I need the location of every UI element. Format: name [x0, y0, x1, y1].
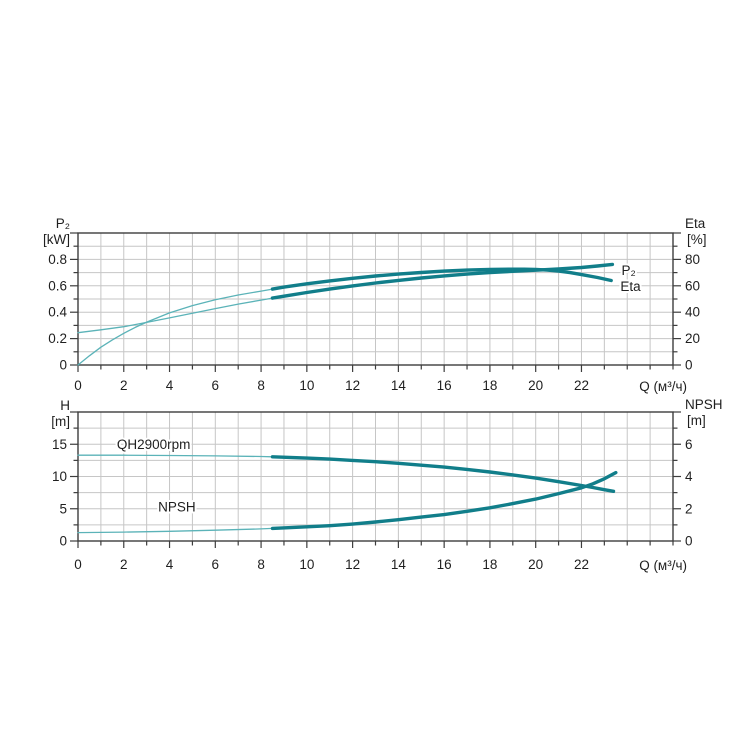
- x-axis-title: Q (м³/ч): [639, 558, 687, 573]
- y-right-tick-label: 6: [685, 437, 693, 452]
- p2-eta-chart: 0 2 4 6 8 10 12 14 16 18 20 22 Q (м³/ч) 0 0.2 0.4 0.6 0.8…: [43, 216, 707, 394]
- y-right-tick-label: 60: [685, 278, 700, 293]
- x-tick-label: 0: [74, 378, 82, 393]
- x-tick-label: 8: [257, 378, 265, 393]
- x-tick-label: 20: [528, 378, 543, 393]
- y-left-axis-header: H: [60, 398, 70, 413]
- y-right-tick-label: 20: [685, 331, 700, 346]
- x-tick-label: 0: [74, 557, 82, 572]
- x-tick-label: 20: [528, 557, 543, 572]
- y-left-tick-label: 15: [52, 437, 67, 452]
- x-tick-label: 8: [257, 557, 265, 572]
- x-tick-label: 12: [345, 557, 360, 572]
- eta-curve: [270, 267, 613, 291]
- y-left-tick-label: 10: [52, 469, 67, 484]
- x-tick-label: 14: [391, 557, 407, 572]
- x-tick-label: 18: [482, 557, 497, 572]
- x-tick-label: 14: [391, 378, 407, 393]
- axis-labels: 0 2 4 6 8 10 12 14 16 18 20 22 Q (м³/ч)0510150246H[m…: [51, 397, 722, 573]
- p2-curve-thin: [77, 297, 274, 334]
- y-left-tick-label: 0: [59, 358, 67, 373]
- eta-curve-label: Eta: [620, 279, 641, 294]
- npsh-curve: [270, 470, 618, 531]
- y-right-axis-header: [m]: [687, 413, 706, 428]
- plot-border: [77, 411, 674, 542]
- plot-border: [77, 232, 674, 366]
- y-right-axis-header: NPSH: [685, 397, 723, 412]
- y-left-tick-label: 0.8: [48, 252, 67, 267]
- axis-ticks: [70, 232, 681, 372]
- y-left-axis-header: [m]: [51, 414, 70, 429]
- y-right-axis-header: Eta: [685, 216, 706, 231]
- axis-ticks: [70, 411, 681, 548]
- p2-curve: [270, 262, 615, 300]
- y-left-tick-label: 5: [59, 501, 67, 516]
- y-right-tick-label: 2: [685, 501, 693, 516]
- x-tick-label: 16: [437, 378, 452, 393]
- y-right-tick-label: 40: [685, 305, 700, 320]
- y-right-tick-label: 0: [685, 358, 693, 373]
- x-tick-label: 18: [482, 378, 497, 393]
- qh-curve-thin: [77, 454, 274, 458]
- x-tick-label: 10: [299, 378, 314, 393]
- npsh-curve-label: NPSH: [158, 500, 196, 515]
- qh-curve-label: QH2900rpm: [117, 437, 191, 452]
- y-left-axis-header: [kW]: [43, 232, 70, 247]
- y-left-axis-header: P₂: [56, 216, 70, 231]
- npsh-curve-thin: [77, 527, 274, 534]
- eta-curve-thin: [77, 288, 274, 366]
- grid: [78, 233, 673, 365]
- x-tick-label: 2: [120, 557, 128, 572]
- x-tick-label: 6: [212, 557, 220, 572]
- y-right-axis-header: [%]: [687, 232, 707, 247]
- x-tick-label: 6: [212, 378, 220, 393]
- x-tick-label: 4: [166, 557, 174, 572]
- x-tick-label: 22: [574, 557, 589, 572]
- x-tick-label: 4: [166, 378, 174, 393]
- qh-npsh-chart: 0 2 4 6 8 10 12 14 16 18 20 22 Q (м³/ч)0510150246H[m…: [51, 397, 722, 573]
- y-left-tick-label: 0.6: [48, 278, 67, 293]
- y-left-tick-label: 0.4: [48, 305, 67, 320]
- x-tick-label: 2: [120, 378, 128, 393]
- x-tick-label: 22: [574, 378, 589, 393]
- x-axis-title: Q (м³/ч): [639, 379, 687, 394]
- y-right-tick-label: 0: [685, 534, 693, 549]
- y-right-tick-label: 80: [685, 252, 700, 267]
- y-left-tick-label: 0.2: [48, 331, 67, 346]
- y-right-tick-label: 4: [685, 469, 693, 484]
- x-tick-label: 12: [345, 378, 360, 393]
- qh-curve: [270, 455, 616, 493]
- p2-curve-label: P₂: [622, 263, 636, 278]
- x-tick-label: 16: [437, 557, 452, 572]
- axis-labels: 0 2 4 6 8 10 12 14 16 18 20 22 Q (м³/ч) 0 0.2 0.4 0.6 0.8…: [43, 216, 707, 394]
- y-left-tick-label: 0: [59, 534, 67, 549]
- x-tick-label: 10: [299, 557, 314, 572]
